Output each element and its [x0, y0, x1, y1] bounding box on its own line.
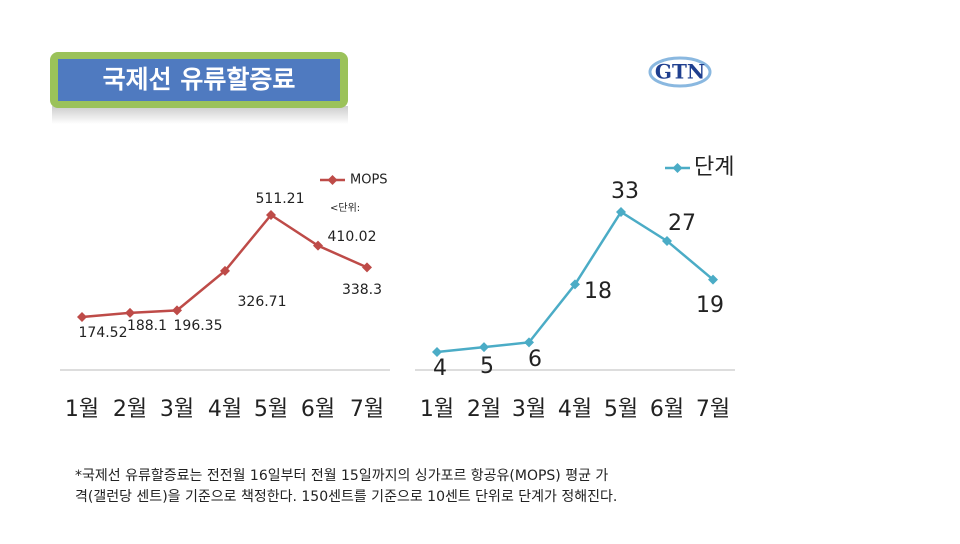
- title-shadow: [52, 106, 348, 124]
- title-box: [58, 59, 340, 101]
- data-label: 27: [668, 211, 696, 236]
- marker: [662, 235, 672, 246]
- x-tick-label: 1월: [420, 397, 454, 422]
- title: 국제선 유류할증료: [103, 65, 296, 94]
- data-label: 6: [528, 347, 542, 372]
- x-tick-label: 5월: [254, 397, 288, 422]
- data-label: 4: [433, 356, 447, 381]
- data-label: 511.21: [256, 191, 305, 207]
- marker: [708, 274, 718, 285]
- logo: GTN: [655, 60, 705, 84]
- legend-label: 단계: [694, 155, 734, 180]
- marker: [362, 262, 372, 273]
- x-tick-label: 3월: [512, 397, 546, 422]
- legend-marker: [672, 163, 683, 173]
- x-tick-label: 7월: [350, 397, 384, 422]
- x-tick-label: 7월: [696, 397, 730, 422]
- marker: [172, 305, 182, 316]
- marker: [266, 210, 276, 220]
- data-label: 18: [584, 279, 612, 304]
- marker: [616, 207, 626, 217]
- x-tick-label: 6월: [301, 397, 335, 422]
- marker: [313, 240, 323, 251]
- x-tick-label: 5월: [604, 397, 638, 422]
- footnote: 격(갤런당 센트)을 기준으로 책정한다. 150센트를 기준으로 10센트 단…: [75, 489, 617, 505]
- x-tick-label: 4월: [558, 397, 592, 422]
- marker: [432, 347, 442, 357]
- data-label: 188.1: [127, 318, 167, 334]
- x-tick-label: 4월: [208, 397, 242, 422]
- logo-ring: [648, 56, 712, 88]
- data-label: 19: [696, 293, 724, 318]
- marker: [479, 342, 489, 353]
- data-label: 338.3: [342, 282, 382, 298]
- marker: [220, 265, 230, 276]
- data-label: 326.71: [238, 294, 287, 310]
- data-label: 5: [480, 354, 494, 379]
- data-label: 410.02: [328, 229, 377, 245]
- x-tick-label: 6월: [650, 397, 684, 422]
- x-tick-label: 2월: [113, 397, 147, 422]
- x-tick-label: 2월: [467, 397, 501, 422]
- marker: [524, 337, 534, 348]
- legend-label: MOPS: [350, 173, 388, 188]
- annotation: <단위:: [330, 201, 360, 214]
- legend-marker: [327, 175, 338, 185]
- marker: [570, 279, 580, 290]
- series-line: [81, 213, 368, 319]
- marker: [125, 307, 135, 318]
- data-label: 174.52: [79, 325, 128, 341]
- x-tick-label: 1월: [65, 397, 99, 422]
- marker: [77, 312, 87, 322]
- x-tick-label: 3월: [160, 397, 194, 422]
- data-label: 33: [611, 179, 639, 204]
- data-label: 196.35: [174, 318, 223, 334]
- footnote: *국제선 유류할증료는 전전월 16일부터 전월 15일까지의 싱가포르 항공유…: [75, 468, 608, 484]
